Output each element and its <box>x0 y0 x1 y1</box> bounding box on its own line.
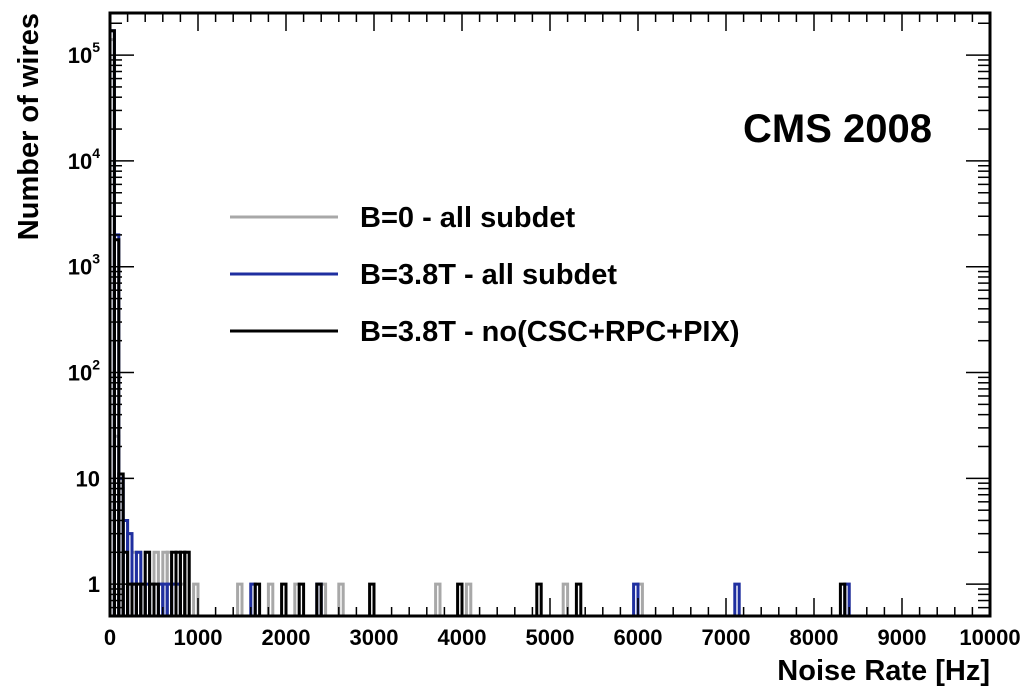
legend-label: B=0 - all subdet <box>360 202 575 234</box>
x-tick-label: 3000 <box>350 625 399 650</box>
x-tick-label: 5000 <box>526 625 575 650</box>
x-tick-label: 4000 <box>438 625 487 650</box>
y-tick-label: 102 <box>68 357 100 386</box>
y-axis-title: Number of wires <box>13 13 45 240</box>
x-tick-label: 8000 <box>790 625 839 650</box>
histogram-bin <box>236 582 244 616</box>
histogram-bin <box>535 582 543 616</box>
histogram-bin <box>733 582 741 616</box>
histogram-bin <box>117 472 125 616</box>
histogram-bin <box>315 582 323 616</box>
histogram-bin <box>266 582 275 616</box>
x-axis: 0 1000 2000 3000 4000 5000 6000 7000 8000 9000 100… <box>104 13 1021 650</box>
x-tick-label: 1000 <box>174 625 223 650</box>
cms-annotation: CMS 2008 <box>743 107 932 151</box>
x-tick-label: 10000 <box>959 625 1020 650</box>
histogram-bin <box>574 582 583 616</box>
histogram-bin <box>253 582 262 616</box>
y-tick-label: 10 <box>76 466 100 491</box>
x-tick-label: 0 <box>104 625 116 650</box>
histogram-bin <box>183 550 191 616</box>
x-tick-label: 9000 <box>878 625 927 650</box>
y-tick-label: 1 <box>88 572 100 597</box>
histogram-bin <box>464 582 473 616</box>
y-tick-label: 105 <box>68 39 100 68</box>
legend: B=0 - all subdet B=3.8T - all subdet B=3.8… <box>230 202 740 348</box>
histogram-bin <box>152 582 160 616</box>
histogram-bin <box>337 582 345 616</box>
legend-item: B=0 - all subdet <box>230 202 575 234</box>
y-tick-label: 104 <box>68 145 100 174</box>
legend-item: B=3.8T - no(CSC+RPC+PIX) <box>230 316 740 348</box>
legend-item: B=3.8T - all subdet <box>230 259 617 291</box>
histogram-bin <box>434 582 442 616</box>
histogram-bin <box>838 582 847 616</box>
x-tick-label: 2000 <box>262 625 311 650</box>
x-axis-title: Noise Rate [Hz] <box>777 655 990 687</box>
legend-label: B=3.8T - no(CSC+RPC+PIX) <box>360 316 740 348</box>
y-axis: 1 10 102 103 104 105 <box>68 22 990 617</box>
histogram-bin <box>561 582 570 616</box>
legend-label: B=3.8T - all subdet <box>360 259 617 291</box>
x-tick-label: 6000 <box>614 625 663 650</box>
x-tick-label: 7000 <box>702 625 751 650</box>
y-tick-label: 103 <box>68 251 100 280</box>
histogram-bin <box>297 582 306 616</box>
